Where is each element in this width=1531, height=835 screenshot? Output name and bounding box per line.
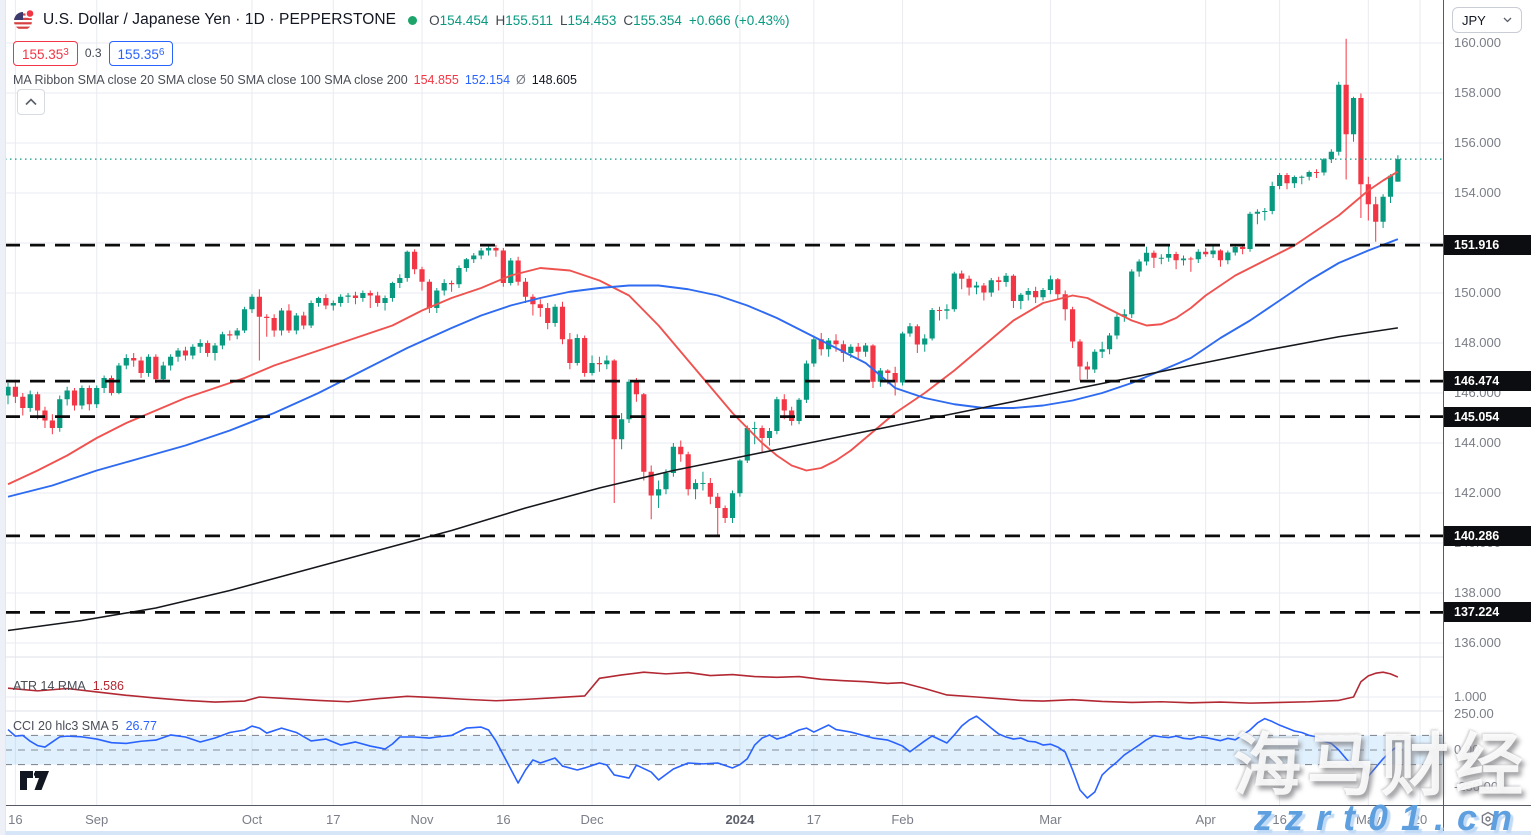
price-tick-label: 142.000 — [1454, 485, 1501, 500]
time-axis-label: 16 — [496, 812, 511, 827]
cci-value: 26.77 — [125, 719, 157, 733]
spread-value: 0.3 — [84, 46, 102, 60]
price-tick-label: 158.000 — [1454, 85, 1501, 100]
time-axis-label: 20 — [1412, 812, 1428, 827]
sma200-value: 148.605 — [531, 73, 577, 87]
price-tick-label: 160.000 — [1454, 35, 1501, 50]
instrument-flag-icon — [13, 9, 35, 31]
time-axis-label: 17 — [326, 812, 341, 827]
price-tick-label: 144.000 — [1454, 435, 1501, 450]
symbol-title[interactable]: U.S. Dollar / Japanese Yen · 1D · PEPPER… — [43, 11, 397, 28]
atr-tick-label: 1.000 — [1454, 689, 1487, 704]
left-toolbar-strip — [0, 0, 6, 835]
time-axis-label: Feb — [891, 812, 914, 827]
sma20-value: 154.855 — [413, 73, 459, 87]
time-axis-label: 16 — [1272, 812, 1287, 827]
atr-label: ATR 14 RMA — [13, 679, 86, 693]
time-axis-label: 16 — [8, 812, 23, 827]
price-tick-label: 154.000 — [1454, 185, 1501, 200]
time-axis[interactable]: 16 Sep Oct 17 Nov 16 Dec 2024 17 Feb Mar Apr 16 May 20 — [0, 805, 1531, 832]
price-tick-label: 156.000 — [1454, 135, 1501, 150]
time-axis-label: 2024 — [725, 812, 755, 827]
chart-legend: U.S. Dollar / Japanese Yen · 1D · PEPPER… — [13, 8, 789, 87]
price-change: +0.666 (+0.43%) — [688, 12, 790, 28]
bid-price-box[interactable]: 155.353 — [13, 40, 78, 66]
time-axis-label: Dec — [580, 812, 604, 827]
gear-icon — [1481, 811, 1495, 827]
time-axis-label: Sep — [85, 812, 109, 827]
time-axis-label: Mar — [1039, 812, 1062, 827]
bottom-edge-strip — [0, 831, 1531, 835]
price-tick-label: 138.000 — [1454, 585, 1501, 600]
market-open-dot — [408, 15, 418, 25]
cci-tick-label: 250.00 — [1454, 705, 1494, 721]
level-price-badge: 137.224 — [1444, 602, 1531, 623]
level-price-badge: 151.916 — [1444, 235, 1531, 256]
time-axis-label: Apr — [1195, 812, 1216, 827]
price-tick-label: 148.000 — [1454, 335, 1501, 350]
currency-dropdown[interactable]: JPY — [1452, 7, 1522, 33]
ma-ribbon-label: MA Ribbon SMA close 20 SMA close 50 SMA … — [13, 73, 408, 87]
cci-label: CCI 20 hlc3 SMA 5 — [13, 719, 119, 733]
level-price-badge: 146.474 — [1444, 371, 1531, 392]
time-axis-label: 17 — [806, 812, 822, 827]
chevron-down-icon — [1503, 17, 1512, 23]
level-price-badge: 145.054 — [1444, 406, 1531, 427]
level-price-badge: 140.286 — [1444, 525, 1531, 546]
cci-tick-label: 0.00 — [1454, 742, 1480, 757]
average-symbol: Ø — [516, 73, 526, 87]
ohlc-values: O154.454 H155.511 L154.453 C155.354 +0.6… — [429, 12, 790, 28]
chevron-up-icon — [25, 98, 37, 106]
ma-ribbon-legend[interactable]: MA Ribbon SMA close 20 SMA close 50 SMA … — [13, 73, 789, 87]
atr-pane-legend[interactable]: ATR 14 RMA 1.586 — [13, 679, 124, 693]
time-axis-label: Nov — [410, 812, 434, 827]
cci-pane-legend[interactable]: CCI 20 hlc3 SMA 5 26.77 — [13, 719, 157, 733]
price-scale[interactable]: JPY 160.000158.000156.000154.000152.0001… — [1443, 0, 1531, 805]
tradingview-logo[interactable] — [20, 771, 50, 795]
cci-tick-label: -250.00 — [1454, 778, 1499, 794]
legend-collapse-button[interactable] — [17, 89, 45, 115]
ask-price-box[interactable]: 155.356 — [108, 40, 174, 66]
axis-settings-button[interactable] — [1443, 806, 1531, 832]
time-axis-label: Oct — [241, 812, 263, 827]
price-tick-label: 150.000 — [1454, 285, 1501, 300]
price-tick-label: 136.000 — [1454, 635, 1501, 650]
atr-value: 1.586 — [92, 679, 124, 693]
time-axis-label: May — [1356, 812, 1381, 827]
sma50-value: 152.154 — [464, 73, 511, 87]
